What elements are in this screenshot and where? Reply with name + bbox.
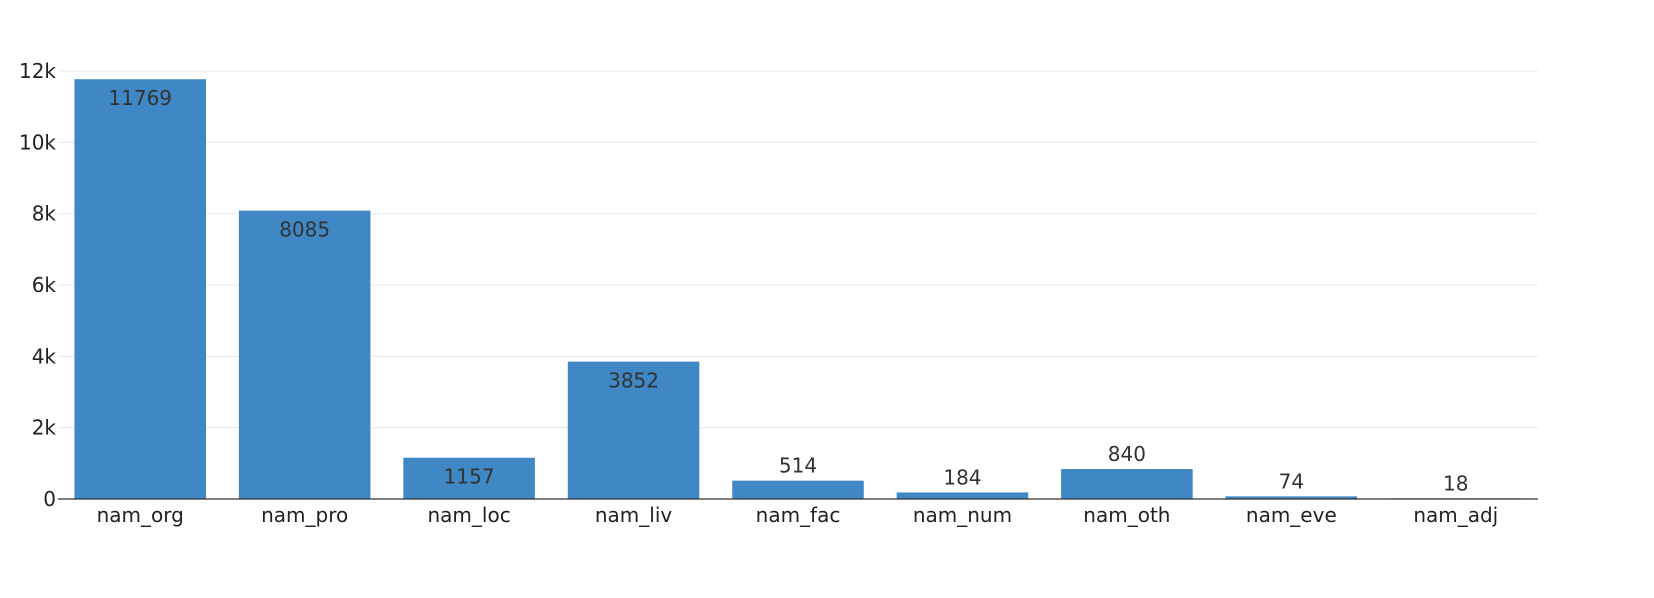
- x-tick-label: nam_oth: [1083, 503, 1170, 527]
- data-label: 3852: [608, 369, 659, 393]
- y-tick-label: 2k: [32, 416, 57, 440]
- bar-nam_liv: [567, 361, 700, 499]
- x-tick-label: nam_fac: [756, 503, 841, 527]
- bar-nam_oth: [1061, 469, 1193, 499]
- data-label: 514: [779, 454, 817, 478]
- x-tick-label: nam_pro: [261, 503, 348, 527]
- bar-nam_loc: [403, 457, 535, 499]
- x-tick-label: nam_liv: [595, 503, 673, 527]
- bar-nam_eve: [1225, 496, 1358, 499]
- data-label: 18: [1443, 471, 1468, 495]
- x-tick-label: nam_num: [913, 503, 1012, 527]
- y-tick-label: 12k: [19, 59, 56, 83]
- y-tick-label: 8k: [32, 202, 57, 226]
- x-tick-label: nam_adj: [1413, 503, 1498, 527]
- x-tick-label: nam_org: [97, 503, 184, 527]
- y-tick-label: 6k: [32, 273, 57, 297]
- x-tick-label: nam_loc: [428, 503, 511, 527]
- labels-layer: 0 2k 4k 6k 8k 10k 12k 11769 nam_org 8085 nam_pro 11…: [19, 59, 1498, 527]
- x-tick-label: nam_eve: [1246, 503, 1337, 527]
- data-label: 74: [1279, 469, 1304, 493]
- bar-nam_fac: [732, 480, 864, 499]
- y-tick-label: 0: [43, 487, 56, 511]
- y-tick-label: 4k: [32, 344, 57, 368]
- data-label: 840: [1108, 442, 1146, 466]
- bars-layer: [74, 79, 1522, 499]
- y-tick-label: 10k: [19, 130, 56, 154]
- bar-nam_num: [896, 492, 1029, 499]
- data-label: 184: [943, 465, 981, 489]
- data-label: 8085: [279, 218, 330, 242]
- bar-nam_pro: [238, 210, 371, 499]
- data-label: 11769: [108, 86, 172, 110]
- data-label: 1157: [444, 465, 495, 489]
- bar-nam_org: [74, 79, 206, 499]
